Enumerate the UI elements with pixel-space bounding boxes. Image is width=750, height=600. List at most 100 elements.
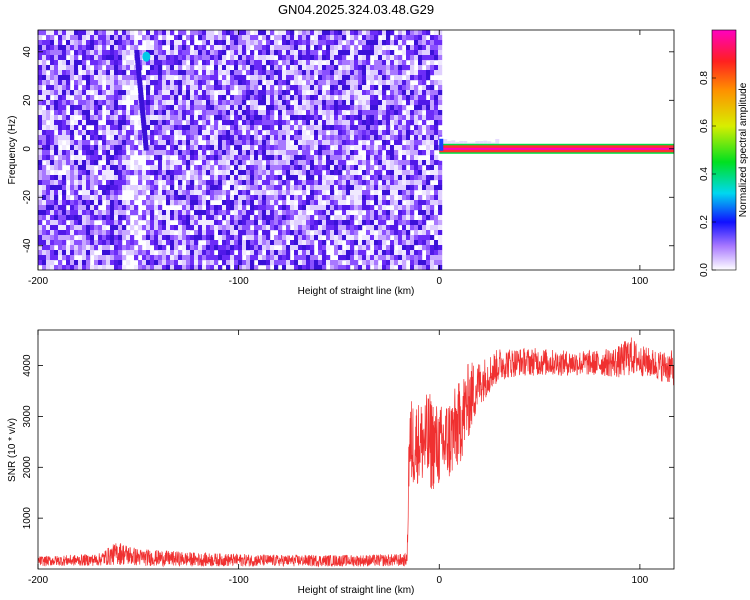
heat-cell <box>198 185 203 191</box>
heat-cell <box>78 230 83 236</box>
heat-cell <box>106 155 111 161</box>
heat-cell <box>106 100 111 106</box>
heat-cell <box>262 245 267 251</box>
heat-cell <box>266 145 271 151</box>
heat-cell <box>38 110 43 116</box>
heat-cell <box>398 240 403 246</box>
heat-cell <box>138 92 144 96</box>
heat-cell <box>298 135 303 141</box>
heat-cell <box>338 225 343 231</box>
heat-cell <box>42 165 47 171</box>
heat-cell <box>126 180 131 186</box>
heat-cell <box>330 170 335 176</box>
heat-cell <box>350 105 355 111</box>
heat-cell <box>314 170 319 176</box>
heat-cell <box>398 245 403 251</box>
heat-cell <box>46 225 51 231</box>
heat-cell <box>414 175 419 181</box>
heat-cell <box>362 95 367 101</box>
heat-cell <box>382 110 387 116</box>
heat-cell <box>222 70 227 76</box>
heat-cell <box>354 105 359 111</box>
heat-cell <box>66 95 71 101</box>
heat-cell <box>274 105 279 111</box>
heat-cell <box>118 235 123 241</box>
heat-cell <box>286 100 291 106</box>
heat-cell <box>238 95 243 101</box>
heat-cell <box>266 110 271 116</box>
heat-cell <box>106 65 111 71</box>
heat-cell <box>46 50 51 56</box>
heat-cell <box>338 105 343 111</box>
heat-cell <box>338 190 343 196</box>
heat-cell <box>342 125 347 131</box>
heat-cell <box>234 110 239 116</box>
heat-cell <box>278 140 283 146</box>
heat-cell <box>234 165 239 171</box>
heat-cell <box>354 240 359 246</box>
heat-cell <box>170 140 175 146</box>
heat-cell <box>342 200 347 206</box>
heat-cell <box>114 60 119 66</box>
heat-cell <box>98 35 103 41</box>
heat-cell <box>374 50 379 56</box>
x-tick-label: 100 <box>632 575 649 586</box>
heat-cell <box>398 45 403 51</box>
colorbar-gradient <box>711 29 737 271</box>
heat-cell <box>50 260 55 266</box>
heat-cell <box>66 130 71 136</box>
heat-cell <box>254 240 259 246</box>
heat-cell <box>310 85 315 91</box>
heat-cell <box>86 170 91 176</box>
heat-cell <box>162 160 167 166</box>
heat-cell <box>226 120 231 126</box>
heat-cell <box>294 90 299 96</box>
heat-cell <box>86 115 91 121</box>
heat-cell <box>418 105 423 111</box>
heat-cell <box>290 200 295 206</box>
heat-cell <box>318 200 323 206</box>
heat-cell <box>242 225 247 231</box>
heat-cell <box>370 90 375 96</box>
heat-cell <box>210 180 215 186</box>
heat-cell <box>302 245 307 251</box>
heat-cell <box>202 125 207 131</box>
heat-cell <box>198 170 203 176</box>
heat-cell <box>430 130 435 136</box>
heat-cell <box>94 30 99 36</box>
heat-cell <box>286 145 291 151</box>
heat-cell <box>110 105 115 111</box>
heat-cell <box>382 225 387 231</box>
heat-cell <box>94 255 99 261</box>
heat-cell <box>198 105 203 111</box>
heat-cell <box>178 105 183 111</box>
heat-cell <box>174 160 179 166</box>
heat-cell <box>170 180 175 186</box>
heat-cell <box>418 60 423 66</box>
heat-cell <box>366 215 371 221</box>
heat-cell <box>198 265 203 270</box>
heat-cell <box>290 45 295 51</box>
heat-cell <box>246 255 251 261</box>
heat-cell <box>118 155 123 161</box>
heat-cell <box>310 145 315 151</box>
heat-cell <box>443 139 448 146</box>
heat-cell <box>294 85 299 91</box>
heat-cell <box>266 130 271 136</box>
heat-cell <box>406 210 411 216</box>
heat-cell <box>302 115 307 121</box>
heat-cell <box>150 35 155 41</box>
heat-cell <box>194 100 199 106</box>
heat-cell <box>158 170 163 176</box>
heat-cell <box>370 115 375 121</box>
heat-cell <box>50 85 55 91</box>
heat-cell <box>394 155 399 161</box>
heat-cell <box>322 135 327 141</box>
heat-cell <box>382 245 387 251</box>
heat-cell <box>374 95 379 101</box>
heat-cell <box>82 220 87 226</box>
heat-cell <box>158 70 163 76</box>
heat-cell <box>130 35 135 41</box>
heat-cell <box>386 160 391 166</box>
heat-cell <box>90 175 95 181</box>
